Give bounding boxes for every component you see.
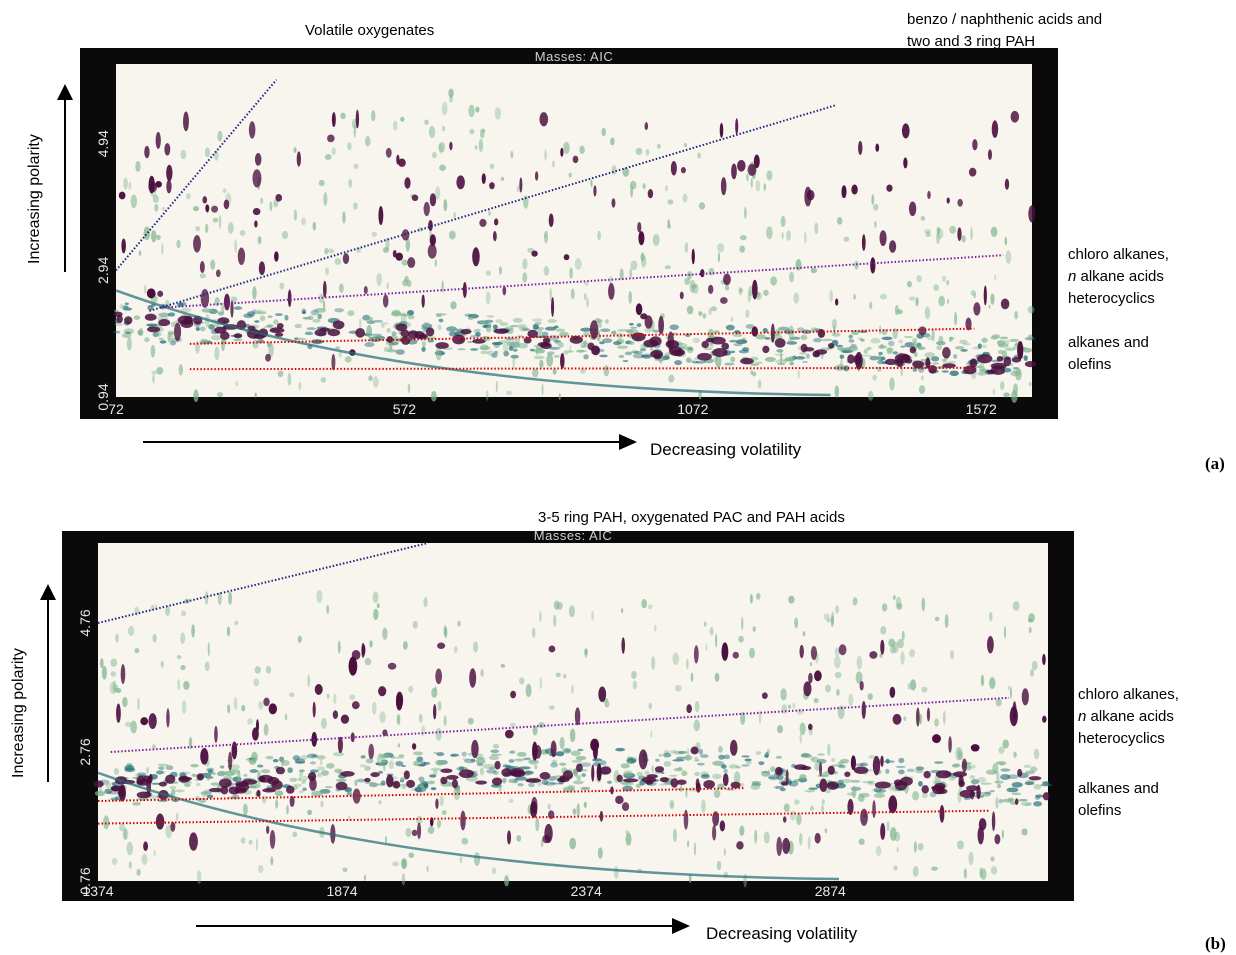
x-arrow-b bbox=[196, 918, 690, 934]
plot-area bbox=[98, 543, 1048, 881]
x-axis-label-a: Decreasing volatility bbox=[650, 440, 802, 459]
y-axis-label-b: Increasing polarity bbox=[10, 648, 27, 778]
plot-title: Masses: AIC bbox=[535, 49, 613, 64]
pah-3-5-ring-label: 3-5 ring PAH, oxygenated PAC and PAH aci… bbox=[538, 509, 845, 526]
y-tick-label: 0.76 bbox=[77, 867, 93, 894]
x-arrow-a bbox=[143, 434, 637, 450]
column-bleed-curve bbox=[115, 289, 831, 397]
chart-a-svg: Masses: AIC 72 572 1072 1572 0.94 2.94 4.94 bbox=[95, 49, 1037, 417]
x-tick-label: 2374 bbox=[571, 883, 602, 899]
panel-tag-a: (a) bbox=[1205, 454, 1225, 473]
annotation-line-alkanes-lower-boundary bbox=[97, 809, 990, 825]
n-italic-b: n bbox=[1078, 708, 1087, 725]
y-tick-label: 0.94 bbox=[95, 383, 111, 410]
alkane-acids-text: alkane acids bbox=[1076, 268, 1164, 285]
y-tick-label: 4.94 bbox=[95, 130, 111, 157]
x-tick-label: 572 bbox=[393, 401, 417, 417]
plot-title: Masses: AIC bbox=[534, 531, 612, 543]
annotation-line-alkanes-lower-boundary bbox=[189, 366, 975, 371]
annotation-line-alkanes-upper-boundary bbox=[97, 787, 746, 803]
alkane-acids-text-b: alkane acids bbox=[1086, 708, 1174, 725]
annotation-line-chloro-alkanes-boundary bbox=[110, 696, 1010, 753]
x-axis-label-b: Decreasing volatility bbox=[706, 924, 858, 943]
chart-b-svg: Masses: AIC 1374 1874 2374 2874 0.76 2.76 4.76 bbox=[77, 531, 1053, 899]
y-axis-label-a: Increasing polarity bbox=[26, 134, 43, 264]
chloro-alkanes-line-1: chloro alkanes, bbox=[1068, 246, 1169, 263]
chart-a: Masses: AIC 72 572 1072 1572 0.94 2.94 4.94 bbox=[80, 48, 1058, 419]
annotation-line-pah-boundary bbox=[97, 542, 429, 624]
alkanes-b-line-2: olefins bbox=[1078, 802, 1122, 819]
alkanes-b-line-1: alkanes and bbox=[1078, 780, 1159, 797]
x-tick-label: 1072 bbox=[677, 401, 708, 417]
y-tick-label: 4.76 bbox=[77, 609, 93, 636]
x-tick-label: 1572 bbox=[966, 401, 997, 417]
volatile-oxygenates-label: Volatile oxygenates bbox=[305, 22, 435, 39]
annotation-line-volatile-oxygenates-boundary bbox=[115, 79, 278, 272]
pah-acids-label-line-2: two and 3 ring PAH bbox=[907, 33, 1036, 50]
y-tick-label: 2.94 bbox=[95, 257, 111, 284]
chloro-alkanes-b-line-3: heterocyclics bbox=[1078, 730, 1165, 747]
alkanes-line-1: alkanes and bbox=[1068, 334, 1149, 351]
y-arrow-b bbox=[40, 584, 56, 782]
chloro-alkanes-b-line-1: chloro alkanes, bbox=[1078, 686, 1179, 703]
y-arrow-a bbox=[57, 84, 73, 272]
chloro-alkanes-label-a: chloro alkanes, n alkane acids heterocyc… bbox=[1068, 244, 1169, 310]
alkanes-olefins-label-b: alkanes and olefins bbox=[1078, 778, 1159, 822]
alkanes-line-2: olefins bbox=[1068, 356, 1112, 373]
chloro-alkanes-line-2: n alkane acids bbox=[1068, 266, 1169, 288]
pah-acids-label: benzo / naphthenic acids and two and 3 r… bbox=[907, 9, 1102, 53]
alkanes-olefins-label-a: alkanes and olefins bbox=[1068, 332, 1149, 376]
chloro-alkanes-label-b: chloro alkanes, n alkane acids heterocyc… bbox=[1078, 684, 1179, 750]
y-tick-label: 2.76 bbox=[77, 738, 93, 765]
chloro-alkanes-line-3: heterocyclics bbox=[1068, 290, 1155, 307]
peak-texture bbox=[112, 88, 1037, 403]
chloro-alkanes-b-line-2: n alkane acids bbox=[1078, 706, 1179, 728]
x-tick-label: 1874 bbox=[327, 883, 358, 899]
x-tick-label: 2874 bbox=[815, 883, 846, 899]
x-tick-label: 1374 bbox=[82, 883, 113, 899]
n-italic: n bbox=[1068, 268, 1077, 285]
pah-acids-label-line-1: benzo / naphthenic acids and bbox=[907, 11, 1103, 28]
annotation-line-pah-boundary bbox=[149, 104, 837, 312]
chart-b: Masses: AIC 1374 1874 2374 2874 0.76 2.76 4.76 bbox=[62, 531, 1074, 901]
x-tick-label: 72 bbox=[108, 401, 124, 417]
annotation-line-chloro-alkanes-boundary bbox=[160, 254, 1004, 309]
panel-tag-b: (b) bbox=[1205, 934, 1226, 953]
annotation-line-alkanes-upper-boundary bbox=[189, 327, 975, 345]
